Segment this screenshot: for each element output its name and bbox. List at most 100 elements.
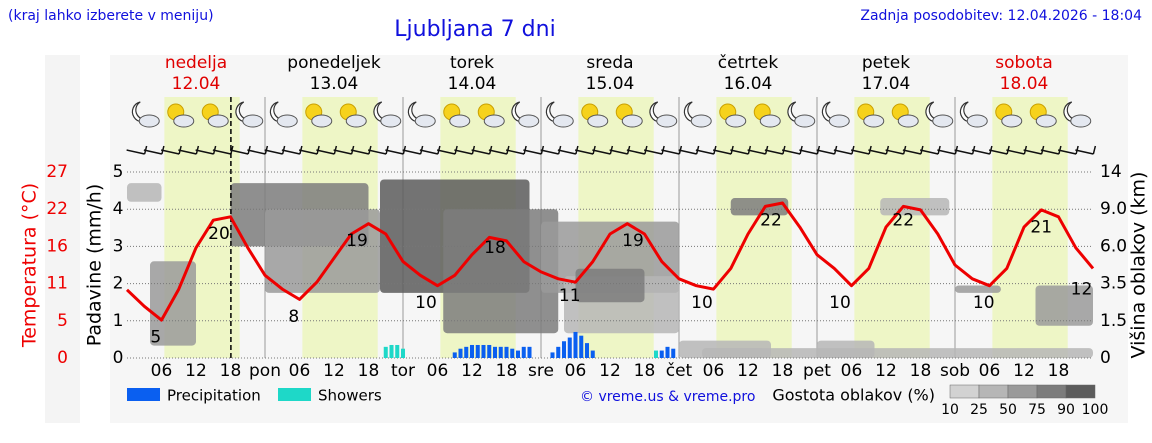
precipitation-bar	[671, 348, 676, 358]
weather-icon	[407, 101, 436, 128]
temperature-tick-label: 11	[46, 274, 68, 294]
cloud-cell	[730, 198, 789, 216]
day-date: 12.04	[172, 74, 221, 94]
x-tick-label: 18	[220, 361, 242, 381]
legend-label: Showers	[318, 387, 382, 405]
precipitation-bar	[475, 344, 480, 358]
cloud-icon	[276, 114, 298, 128]
cloud-legend-label: 75	[1028, 402, 1046, 418]
weather-icon	[1029, 103, 1057, 128]
location-note: (kraj lahko izberete v meniju)	[8, 8, 214, 24]
cloud-icon	[863, 114, 885, 128]
weather-icon	[995, 103, 1023, 128]
temperature-label: 12	[1071, 279, 1093, 299]
cloud-icon	[656, 114, 678, 128]
weather-icon	[891, 103, 919, 128]
temperature-label: 10	[973, 293, 995, 313]
cloud-icon	[242, 114, 264, 128]
temperature-axis-title: Temperatura (°C)	[19, 183, 41, 348]
x-tick-label: 12	[1013, 361, 1035, 381]
cloud-cell	[880, 198, 950, 216]
day-date: 15.04	[586, 74, 635, 94]
x-tick-label: 12	[599, 361, 621, 381]
cloud-cell	[1035, 285, 1093, 326]
precipitation-bar	[452, 352, 457, 358]
cloud-legend-swatch	[1065, 384, 1096, 399]
temperature-label: 22	[760, 210, 782, 230]
x-tick-label: 12	[461, 361, 483, 381]
daylight-band	[854, 97, 930, 358]
temperature-label: 8	[288, 307, 299, 327]
cloud-icon	[207, 114, 229, 128]
weather-icon	[683, 101, 712, 128]
y-axis-title: Padavine (mm/h)	[84, 184, 106, 347]
credit: © vreme.us & vreme.pro	[580, 389, 755, 405]
daylight-band	[716, 97, 792, 358]
day-name: sreda	[586, 53, 633, 73]
cloud-icon	[966, 114, 988, 128]
weather-icon	[753, 103, 781, 128]
y-tick-label: 5	[113, 162, 124, 182]
x-tick-label: 06	[427, 361, 449, 381]
precipitation-bar	[464, 346, 469, 358]
precipitation-bar	[590, 350, 595, 358]
x-tick-label: sob	[940, 361, 970, 381]
temperature-tick-label: 16	[46, 236, 68, 256]
precipitation-bar	[567, 337, 572, 358]
day-name: sobota	[995, 53, 1053, 73]
y-tick-label: 0	[113, 348, 124, 368]
cloud-icon	[897, 114, 919, 128]
cloud-icon	[1001, 114, 1023, 128]
precipitation-bar	[389, 344, 394, 358]
cloud-legend-swatch	[978, 384, 1009, 399]
cloud-cell	[955, 285, 1001, 293]
temperature-label: 19	[346, 231, 368, 251]
y2-tick-label: 6.0	[1100, 236, 1127, 256]
day-name: petek	[862, 53, 910, 73]
precipitation-bar	[556, 346, 561, 358]
cloud-icon	[587, 114, 609, 128]
precipitation-bar	[400, 348, 406, 358]
day-date: 16.04	[724, 74, 773, 94]
temperature-label: 10	[691, 293, 713, 313]
temperature-tick-label: 27	[46, 162, 68, 182]
temperature-label: 19	[622, 231, 644, 251]
day-name: nedelja	[165, 53, 227, 73]
y-tick-label: 1	[113, 311, 124, 331]
cloud-icon	[794, 114, 816, 128]
cloud-cell	[150, 261, 196, 346]
x-tick-label: pet	[803, 361, 831, 381]
cloud-legend-swatch	[949, 384, 980, 399]
cloud-icon	[828, 114, 850, 128]
legend-swatch	[127, 388, 160, 401]
temperature-label: 5	[150, 328, 161, 348]
precipitation-bar	[504, 346, 509, 358]
x-tick-label: 12	[737, 361, 759, 381]
weather-icon	[649, 101, 678, 128]
precipitation-bar	[469, 344, 475, 358]
weather-icon	[511, 101, 540, 128]
temperature-label: 22	[892, 210, 914, 230]
cloud-icon	[552, 114, 574, 128]
precipitation-bar	[481, 344, 486, 358]
temperature-label: 18	[484, 238, 506, 258]
x-tick-label: 18	[910, 361, 932, 381]
y2-tick-label: 0	[1100, 348, 1111, 368]
cloud-legend-label: 100	[1082, 402, 1109, 418]
weather-icon	[443, 103, 471, 128]
precipitation-bar	[498, 346, 503, 358]
cloud-cell	[702, 348, 1093, 358]
precipitation-bar	[492, 346, 498, 358]
cloud-icon	[621, 114, 643, 128]
cloud-icon	[138, 114, 160, 128]
x-tick-label: 06	[979, 361, 1001, 381]
cloud-icon	[1070, 114, 1092, 128]
precipitation-bar	[579, 335, 584, 358]
precipitation-bar	[510, 348, 515, 358]
precipitation-bar	[573, 331, 578, 358]
cloud-legend-label: 50	[999, 402, 1017, 418]
temperature-label: 11	[559, 286, 581, 306]
y2-tick-label: 3.5	[1100, 274, 1127, 294]
weather-icon	[201, 103, 229, 128]
